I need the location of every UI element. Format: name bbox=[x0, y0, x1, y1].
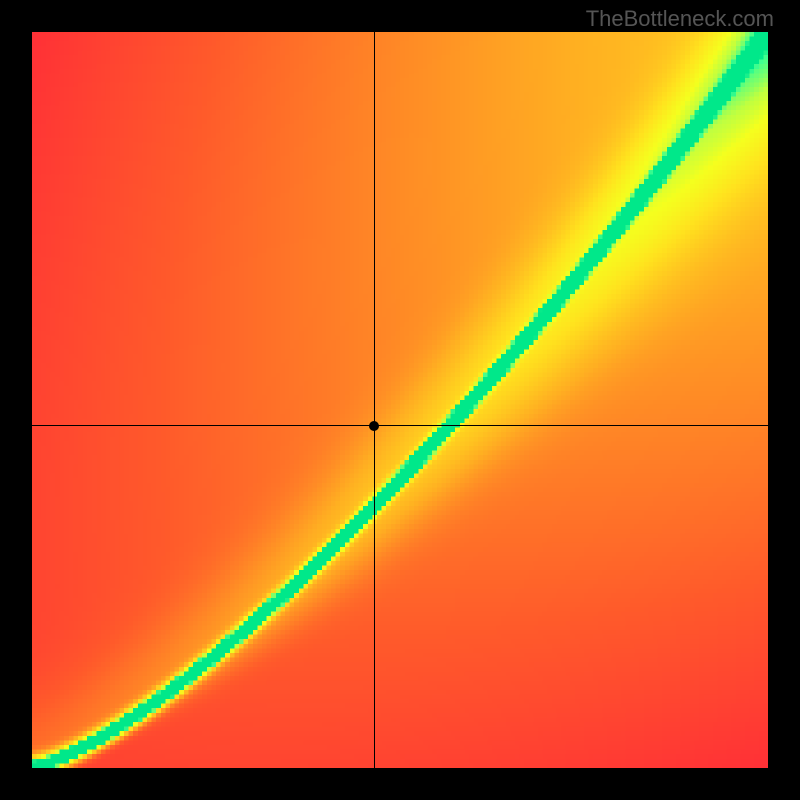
heatmap-canvas bbox=[32, 32, 768, 768]
crosshair-horizontal bbox=[32, 425, 768, 426]
watermark-text: TheBottleneck.com bbox=[586, 6, 774, 32]
chart-container: TheBottleneck.com bbox=[0, 0, 800, 800]
crosshair-vertical bbox=[374, 32, 375, 768]
data-point-marker bbox=[369, 421, 379, 431]
